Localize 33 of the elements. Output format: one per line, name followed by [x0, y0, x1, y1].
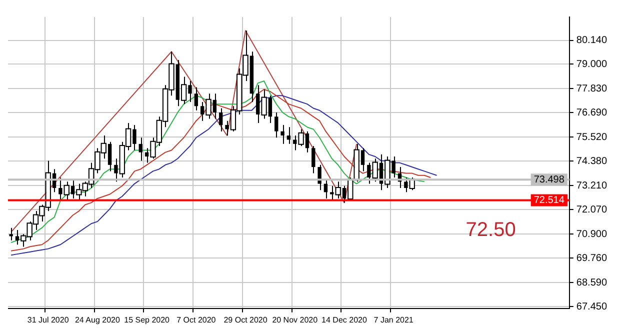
- candlestick: [218, 108, 223, 132]
- annotation: 72.50: [466, 218, 516, 241]
- x-tick-label: 14 Dec 2020: [322, 315, 368, 324]
- y-tick-label: 72.070: [576, 204, 608, 216]
- y-tick-label: 69.760: [576, 252, 608, 264]
- y-tick-label: 73.210: [576, 180, 608, 192]
- ref-line-label: 73.498: [534, 174, 565, 186]
- y-tick-label: 75.520: [576, 132, 608, 143]
- candlestick: [274, 112, 278, 138]
- ref-line-label: 72.514: [534, 195, 565, 206]
- x-tick-label: 15 Sep 2020: [124, 315, 170, 324]
- y-tick-label: 80.140: [576, 35, 608, 46]
- candlestick: [9, 227, 13, 241]
- x-tick-label: 29 Oct 2020: [224, 315, 268, 324]
- y-tick-label: 70.900: [576, 228, 608, 240]
- y-tick-label: 79.000: [576, 58, 608, 70]
- candlestick: [318, 164, 322, 191]
- x-tick-label: 24 Aug 2020: [74, 315, 120, 324]
- candlestick: [138, 137, 142, 162]
- y-tick-label: 67.450: [576, 301, 608, 312]
- candlestick: [194, 86, 198, 111]
- y-tick-label: 77.830: [576, 84, 608, 94]
- candlestick: [286, 126, 291, 144]
- x-tick-label: 7 Oct 2020: [176, 315, 216, 324]
- candlestick: [312, 146, 316, 174]
- x-tick-label: 7 Jan 2021: [374, 315, 414, 324]
- y-tick-label: 76.690: [576, 107, 608, 118]
- x-tick-label: 20 Nov 2020: [272, 315, 318, 324]
- candlestick: [280, 124, 284, 144]
- y-tick-label: 74.380: [576, 156, 608, 167]
- y-tick-label: 68.590: [576, 277, 608, 288]
- candlestick: [324, 179, 328, 199]
- x-tick-label: 31 Jul 2020: [27, 315, 70, 324]
